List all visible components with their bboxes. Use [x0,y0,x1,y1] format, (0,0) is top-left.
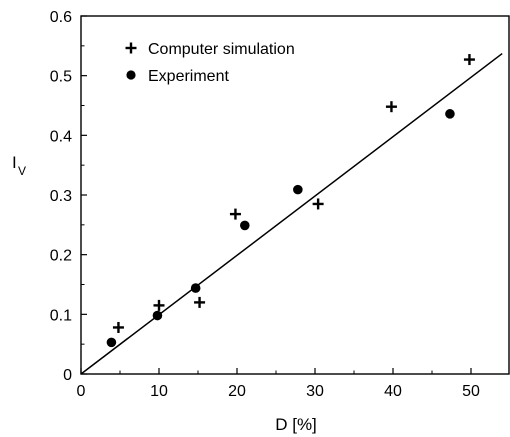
y-tick-label: 0.5 [50,69,72,86]
legend-plus-marker [125,42,137,54]
data-point-dot [293,184,303,195]
ticks: 0 10 20 30 40 50 0 0.1 0.2 0.3 0.4 0.5 0.6 [50,9,480,400]
x-tick-label: 20 [228,383,246,400]
data-point-plus [194,296,206,308]
data-point-dot [152,310,163,321]
y-tick-label: 0.4 [50,128,72,145]
y-tick-label: 0.1 [50,307,72,324]
y-axis-label-main: I [12,153,17,172]
data-point-plus [229,208,241,220]
x-tick-label: 40 [384,383,402,400]
y-tick-label: 0.6 [50,9,72,26]
data-point-dot [106,337,117,348]
x-tick-label: 0 [77,383,86,400]
x-tick-label: 30 [306,383,324,400]
fit-line-group [80,52,503,375]
legend-plus-shape [125,42,137,54]
data-point-plus [385,101,397,113]
legend-item-computer-simulation: Computer simulation [125,41,295,58]
data-marks [106,54,475,348]
legend-label-computer-simulation: Computer simulation [148,41,295,58]
y-tick-label: 0.2 [50,248,72,265]
data-point-dot [445,109,455,119]
y-tick-label: 0 [63,367,72,384]
data-point-dot [240,220,250,231]
data-point-plus [463,54,475,66]
y-axis-label-sub: V [18,164,26,178]
x-tick-label: 50 [462,383,480,400]
y-tick-label: 0.3 [50,188,72,205]
axes [80,15,510,375]
data-point-plus [153,299,165,311]
data-point-plus [112,321,124,333]
data-point-dot [190,283,201,293]
legend: Computer simulation Experiment [125,41,295,85]
x-tick-label: 10 [150,383,168,400]
legend-item-experiment: Experiment [126,68,229,85]
data-point-plus [312,198,324,210]
x-axis-label: D [%] [275,415,317,434]
legend-label-experiment: Experiment [148,68,229,85]
plot-frame [80,15,510,375]
fit-line [80,52,503,375]
y-axis-label: I V [12,153,26,178]
legend-dot-marker [126,70,136,80]
